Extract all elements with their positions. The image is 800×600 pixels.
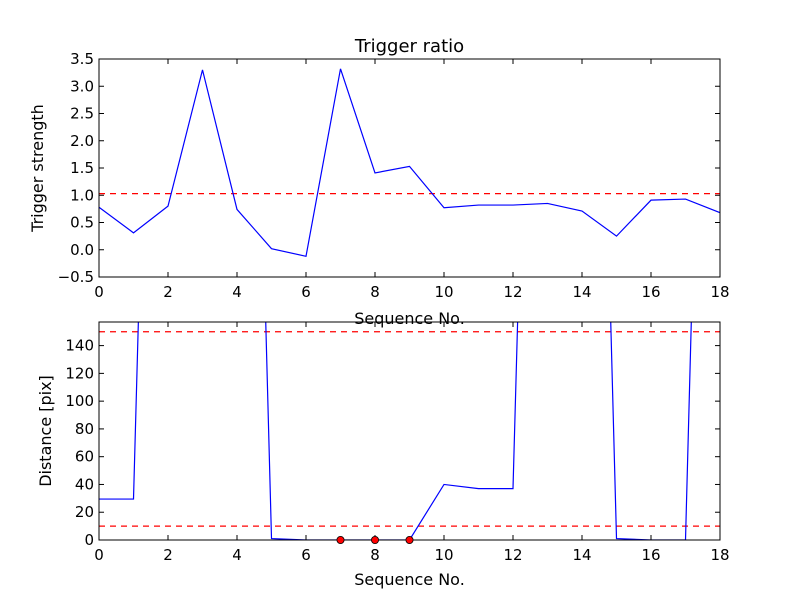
- x-tick-label: 8: [370, 283, 380, 301]
- x-tick-label: 18: [710, 546, 729, 564]
- y-tick-label: 120: [65, 364, 94, 382]
- x-tick-label: 6: [301, 546, 311, 564]
- x-tick-label: 8: [370, 546, 380, 564]
- y-axis-ticks: 0 20 40 60 80 100 120 140: [65, 337, 720, 549]
- x-axis-ticks: 0 2 4 6 8 10 12 14 16 18: [94, 59, 730, 301]
- y-axis-label: Trigger strength: [28, 104, 47, 233]
- y-tick-label: 0.5: [70, 214, 94, 232]
- y-tick-label: 2.5: [70, 105, 94, 123]
- x-tick-label: 4: [232, 283, 242, 301]
- x-tick-label: 14: [572, 546, 591, 564]
- distance-chart: 0 2 4 6 8 10 12 14 16 18 0 20 40 60 80 100 120 140 Seque…: [36, 321, 730, 589]
- chart-title: Trigger ratio: [354, 36, 464, 57]
- x-axis-ticks: 0 2 4 6 8 10 12 14 16 18: [94, 322, 730, 564]
- y-tick-label: 100: [65, 392, 94, 410]
- plot-lines: [99, 322, 720, 540]
- y-tick-label: 0: [84, 531, 94, 549]
- y-tick-label: 80: [75, 420, 94, 438]
- x-tick-label: 18: [710, 283, 729, 301]
- y-tick-label: 0.0: [70, 241, 94, 259]
- y-tick-label: 1.0: [70, 186, 94, 204]
- x-tick-label: 16: [641, 283, 660, 301]
- x-axis-label: Sequence No.: [354, 309, 465, 328]
- x-tick-label: 0: [94, 546, 104, 564]
- x-tick-label: 10: [434, 546, 453, 564]
- y-axis-label: Distance [pix]: [36, 375, 55, 487]
- x-tick-label: 14: [572, 283, 591, 301]
- data-point-marker: [405, 536, 414, 545]
- plot-lines: [99, 68, 720, 258]
- series-line: [99, 322, 692, 540]
- x-tick-label: 4: [232, 546, 242, 564]
- data-point-marker: [370, 536, 379, 545]
- y-axis-ticks: −0.5 0.0 0.5 1.0 1.5 2.0 2.5 3.0 3.5: [58, 50, 720, 286]
- series-line: [99, 68, 720, 258]
- y-tick-label: 3.0: [70, 77, 94, 95]
- y-tick-label: 1.5: [70, 159, 94, 177]
- y-tick-label: 140: [65, 337, 94, 355]
- y-tick-label: 60: [75, 448, 94, 466]
- y-tick-label: 40: [75, 475, 94, 493]
- x-tick-label: 6: [301, 283, 311, 301]
- trigger-ratio-chart: Trigger ratio 0 2 4 6 8 10 12 14 16 18 −0.5 0.0 0.5…: [28, 36, 730, 328]
- x-tick-label: 2: [163, 283, 173, 301]
- x-axis-label: Sequence No.: [354, 570, 465, 589]
- y-tick-label: −0.5: [58, 268, 94, 286]
- x-tick-label: 10: [434, 283, 453, 301]
- x-tick-label: 2: [163, 546, 173, 564]
- y-tick-label: 2.0: [70, 132, 94, 150]
- y-tick-label: 20: [75, 503, 94, 521]
- y-tick-label: 3.5: [70, 50, 94, 68]
- x-tick-label: 16: [641, 546, 660, 564]
- x-tick-label: 12: [503, 546, 522, 564]
- x-tick-label: 12: [503, 283, 522, 301]
- x-tick-label: 0: [94, 283, 104, 301]
- data-point-marker: [336, 536, 345, 545]
